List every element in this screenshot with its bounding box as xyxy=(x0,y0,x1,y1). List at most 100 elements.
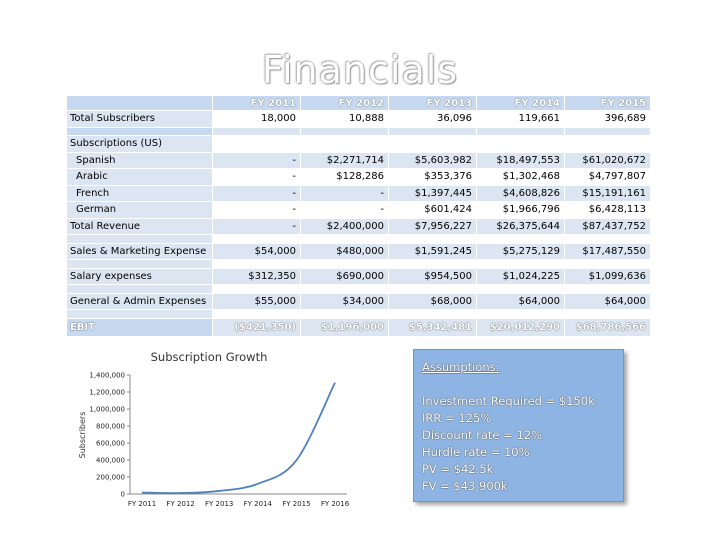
table-row: Salary expenses $312,350 $690,000 $954,5… xyxy=(66,267,651,285)
table-cell: - xyxy=(300,184,389,202)
row-label: Arabic xyxy=(66,168,213,186)
spacer-row xyxy=(66,309,651,319)
table-cell: $4,797,807 xyxy=(564,168,651,186)
row-label: General & Admin Expenses xyxy=(66,292,213,310)
table-cell: 18,000 xyxy=(212,110,301,128)
table-cell xyxy=(388,135,477,153)
table-cell xyxy=(476,135,565,153)
table-cell: $68,786,566 xyxy=(564,317,651,337)
table-cell: $2,400,000 xyxy=(300,217,389,235)
row-label: EBIT xyxy=(66,317,213,337)
table-cell: - xyxy=(212,217,301,235)
table-row-ebit: EBIT ($421,350) $1,196,000 $5,342,481 $2… xyxy=(66,317,651,337)
table-cell: $5,603,982 xyxy=(388,151,477,169)
row-label: German xyxy=(66,201,213,219)
row-label: French xyxy=(66,184,213,202)
x-tick-label: FY 2016 xyxy=(321,500,350,508)
table-cell: $353,376 xyxy=(388,168,477,186)
table-row: Total Subscribers 18,000 10,888 36,096 1… xyxy=(66,110,651,128)
table-cell: $18,497,553 xyxy=(476,151,565,169)
table-cell: $1,024,225 xyxy=(476,267,565,285)
table-cell: $5,275,129 xyxy=(476,242,565,260)
table-cell: $26,375,644 xyxy=(476,217,565,235)
table-row: General & Admin Expenses $55,000 $34,000… xyxy=(66,292,651,310)
y-tick-label: 400,000 xyxy=(96,457,125,465)
table-cell: $2,271,714 xyxy=(300,151,389,169)
table-cell: $64,000 xyxy=(476,292,565,310)
table-cell: - xyxy=(212,184,301,202)
table-cell: $1,302,468 xyxy=(476,168,565,186)
table-row: French - - $1,397,445 $4,608,826 $15,191… xyxy=(66,184,651,202)
column-header: FY 2014 xyxy=(476,95,565,111)
table-cell: - xyxy=(212,201,301,219)
x-tick-label: FY 2015 xyxy=(282,500,310,508)
row-label: Spanish xyxy=(66,151,213,169)
y-tick-label: 1,000,000 xyxy=(89,406,125,414)
assumption-line: Discount rate = 12% xyxy=(422,428,543,442)
table-cell: $1,591,245 xyxy=(388,242,477,260)
table-cell: $954,500 xyxy=(388,267,477,285)
assumption-line: Investment Required = $150k xyxy=(422,394,595,408)
table-row: Arabic - $128,286 $353,376 $1,302,468 $4… xyxy=(66,168,651,186)
table-row: Spanish - $2,271,714 $5,603,982 $18,497,… xyxy=(66,151,651,169)
spacer-row xyxy=(66,259,651,269)
subscription-growth-chart: Subscription Growth Subscribers 0 200,000… xyxy=(78,350,350,508)
assumption-line: IRR = 125% xyxy=(422,411,492,425)
table-cell: $64,000 xyxy=(564,292,651,310)
table-row: Subscriptions (US) xyxy=(66,135,651,153)
x-tick-label: FY 2012 xyxy=(166,500,194,508)
table-cell: $1,397,445 xyxy=(388,184,477,202)
assumption-line: PV = $42.5k xyxy=(422,462,494,476)
table-cell: $68,000 xyxy=(388,292,477,310)
table-cell: $20,012,290 xyxy=(476,317,565,337)
row-label: Salary expenses xyxy=(66,267,213,285)
y-tick-label: 200,000 xyxy=(96,474,125,482)
table-cell: 10,888 xyxy=(300,110,389,128)
table-cell: - xyxy=(212,151,301,169)
table-cell: $1,196,000 xyxy=(300,317,389,337)
column-header: FY 2011 xyxy=(212,95,301,111)
x-tick-label: FY 2014 xyxy=(244,500,273,508)
y-tick-label: 1,200,000 xyxy=(89,389,125,397)
x-tick-label: FY 2011 xyxy=(128,500,156,508)
table-row: German - - $601,424 $1,966,796 $6,428,11… xyxy=(66,201,651,219)
table-cell: $4,608,826 xyxy=(476,184,565,202)
assumptions-box: Assumptions: Investment Required = $150k… xyxy=(413,349,624,502)
table-cell: $87,437,752 xyxy=(564,217,651,235)
table-cell: $601,424 xyxy=(388,201,477,219)
assumptions-heading: Assumptions: xyxy=(422,360,500,374)
row-label: Total Revenue xyxy=(66,217,213,235)
table-cell: ($421,350) xyxy=(212,317,301,337)
column-header: FY 2013 xyxy=(388,95,477,111)
x-ticks: FY 2011 FY 2012 FY 2013 FY 2014 FY 2015 FY 20… xyxy=(128,500,350,508)
table-cell: $15,191,161 xyxy=(564,184,651,202)
spacer-row xyxy=(66,234,651,244)
financials-table: FY 2011 FY 2012 FY 2013 FY 2014 FY 2015 … xyxy=(66,95,651,337)
table-cell: $34,000 xyxy=(300,292,389,310)
table-cell: $312,350 xyxy=(212,267,301,285)
table-row: Total Revenue - $2,400,000 $7,956,227 $2… xyxy=(66,217,651,235)
table-cell: $690,000 xyxy=(300,267,389,285)
table-cell: 36,096 xyxy=(388,110,477,128)
chart-title: Subscription Growth xyxy=(151,350,268,364)
row-label: Sales & Marketing Expense xyxy=(66,242,213,260)
y-tick-label: 600,000 xyxy=(96,440,125,448)
table-cell: $17,487,550 xyxy=(564,242,651,260)
table-header-row: FY 2011 FY 2012 FY 2013 FY 2014 FY 2015 xyxy=(66,95,651,111)
table-cell: - xyxy=(300,201,389,219)
column-header: FY 2012 xyxy=(300,95,389,111)
assumption-line: Hurdle rate = 10% xyxy=(422,445,530,459)
table-cell: $55,000 xyxy=(212,292,301,310)
table-row: Sales & Marketing Expense $54,000 $480,0… xyxy=(66,242,651,260)
assumption-line: FV = $43,900k xyxy=(422,479,508,493)
table-cell: $1,966,796 xyxy=(476,201,565,219)
table-cell: $480,000 xyxy=(300,242,389,260)
column-header: FY 2015 xyxy=(564,95,651,111)
y-tick-label: 1,400,000 xyxy=(89,372,125,380)
series-line xyxy=(141,382,336,495)
y-axis-label: Subscribers xyxy=(78,412,87,459)
header-corner-cell xyxy=(66,95,213,111)
table-cell: $5,342,481 xyxy=(388,317,477,337)
y-tick-label: 0 xyxy=(121,491,125,499)
spacer-row xyxy=(66,284,651,294)
